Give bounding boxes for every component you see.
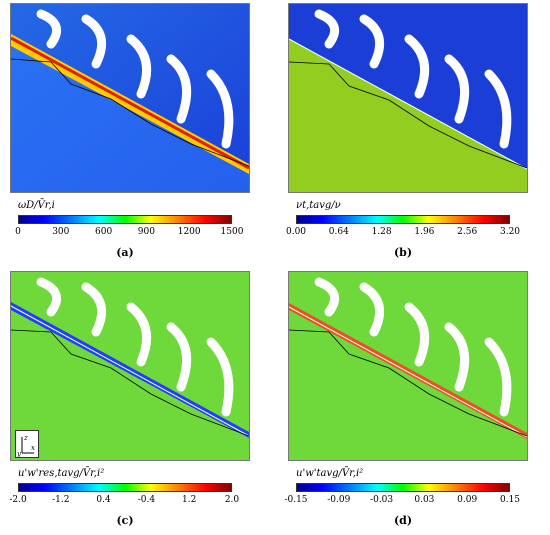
panel-d-tick: -0.03 bbox=[370, 495, 394, 505]
panel-c-field: z x y bbox=[10, 271, 250, 461]
panel-d-interface-line bbox=[288, 306, 528, 438]
panel-c-tick: -0.4 bbox=[137, 495, 156, 505]
panel-d-colorbar-label: u'w'tavg/V̄r,i² bbox=[296, 468, 364, 479]
panel-b-plot bbox=[288, 9, 528, 192]
panel-d: u'w'tavg/V̄r,i² -0.15 -0.09 -0.03 0.03 0… bbox=[282, 271, 550, 533]
panel-d-shear-band bbox=[289, 303, 527, 439]
panel-d-blade bbox=[314, 277, 340, 317]
panel-b-blade bbox=[444, 54, 470, 124]
panel-a: ωD/V̄r,i 0 300 600 900 1200 1500 (a) bbox=[4, 3, 274, 265]
panel-a-blade bbox=[126, 34, 152, 99]
panel-a-tick: 1200 bbox=[177, 227, 201, 237]
panel-b-colorbar bbox=[296, 215, 510, 224]
panel-c-shear-band bbox=[11, 302, 249, 438]
panel-c-colorbar bbox=[18, 483, 232, 492]
panel-a-tick: 1500 bbox=[220, 227, 244, 237]
panel-c-colorbar-label: u'w'res,tavg/V̄r,i² bbox=[18, 468, 105, 479]
panel-d-contour bbox=[288, 329, 528, 437]
panel-b-lower-region bbox=[289, 39, 527, 192]
panel-a-contour bbox=[10, 58, 250, 167]
panel-a-colorbar-label: ωD/V̄r,i bbox=[18, 200, 55, 211]
panel-c-tick: 0.4 bbox=[96, 495, 111, 505]
panel-a-colorbar-ticks: 0 300 600 900 1200 1500 bbox=[15, 227, 243, 239]
axis-label-x: x bbox=[31, 444, 35, 452]
panel-b-interface-line bbox=[288, 38, 528, 170]
panel-b-tick: 0.64 bbox=[328, 227, 349, 237]
panel-a-tick: 900 bbox=[137, 227, 155, 237]
panel-c-caption: (c) bbox=[116, 514, 134, 527]
panel-a-blade bbox=[36, 9, 62, 49]
panel-c: z x y u'w'res,tavg/V̄r,i² -2.0 -1.2 0.4 … bbox=[4, 271, 274, 533]
panel-c-tick: 2.0 bbox=[224, 495, 240, 505]
panel-d-tick: -0.09 bbox=[327, 495, 351, 505]
panel-d-blade bbox=[444, 322, 470, 392]
panel-b-tick: 1.28 bbox=[371, 227, 392, 237]
panel-a-tick: 300 bbox=[52, 227, 70, 237]
panel-d-tick: 0.03 bbox=[414, 495, 435, 505]
panel-a-caption: (a) bbox=[116, 246, 134, 259]
panel-d-blade bbox=[484, 337, 512, 417]
panel-d-tick: 0.15 bbox=[499, 495, 521, 505]
panel-d-colorbar-ticks: -0.15 -0.09 -0.03 0.03 0.09 0.15 bbox=[284, 495, 520, 507]
panel-b-field bbox=[288, 3, 528, 193]
panel-b-colorbar-label: νt,tavg/ν bbox=[296, 200, 341, 211]
panel-a-tick: 600 bbox=[95, 227, 113, 237]
panel-d-caption: (d) bbox=[393, 514, 413, 527]
panel-c-tick: -1.2 bbox=[52, 495, 70, 505]
panel-b-tick: 0.00 bbox=[285, 227, 307, 237]
panel-c-blade bbox=[126, 302, 152, 367]
panel-d-tick: 0.09 bbox=[457, 495, 478, 505]
panel-c-plot bbox=[10, 277, 250, 438]
panel-c-blade bbox=[81, 282, 107, 337]
panel-b-tick: 1.96 bbox=[414, 227, 435, 237]
panel-a-plot bbox=[10, 4, 250, 192]
panel-a-field bbox=[10, 3, 250, 193]
panel-a-interface-line bbox=[10, 36, 250, 170]
panel-b-blade bbox=[314, 9, 340, 49]
axis-label-y: y bbox=[16, 450, 22, 457]
panel-b-blade bbox=[484, 69, 512, 149]
panel-a-blade bbox=[81, 14, 107, 69]
panel-a-blade bbox=[166, 54, 192, 124]
panel-c-blade bbox=[206, 337, 234, 417]
panel-a-colorbar bbox=[18, 215, 232, 224]
panel-a-tick: 0 bbox=[15, 227, 21, 237]
panel-d-blade bbox=[404, 302, 430, 367]
panel-b-blade bbox=[359, 14, 385, 69]
panel-d-tick: -0.15 bbox=[284, 495, 308, 505]
panel-c-colorbar-ticks: -2.0 -1.2 0.4 -0.4 1.2 2.0 bbox=[9, 495, 239, 507]
panel-c-contour bbox=[10, 329, 250, 437]
panel-c-blade bbox=[166, 322, 192, 392]
panel-b-contour bbox=[288, 61, 528, 169]
panel-b-colorbar-ticks: 0.00 0.64 1.28 1.96 2.56 3.20 bbox=[286, 227, 520, 239]
panel-c-blade bbox=[36, 277, 62, 317]
panel-a-blade bbox=[206, 69, 234, 149]
panel-b-tick: 2.56 bbox=[457, 227, 478, 237]
panel-d-plot bbox=[288, 277, 528, 439]
panel-b: νt,tavg/ν 0.00 0.64 1.28 1.96 2.56 3.20 … bbox=[282, 3, 550, 265]
panel-c-interface-line bbox=[10, 305, 250, 437]
axis-orientation-icon: z x y bbox=[15, 430, 39, 458]
panel-b-tick: 3.20 bbox=[499, 227, 521, 237]
panel-c-tick: 1.2 bbox=[182, 495, 197, 505]
panel-d-field bbox=[288, 271, 528, 461]
panel-d-blade bbox=[359, 282, 385, 337]
panel-c-tick: -2.0 bbox=[9, 495, 27, 505]
panel-b-caption: (b) bbox=[393, 246, 413, 259]
panel-b-blade bbox=[404, 34, 430, 99]
panel-d-colorbar bbox=[296, 483, 510, 492]
axis-label-z: z bbox=[23, 434, 28, 442]
